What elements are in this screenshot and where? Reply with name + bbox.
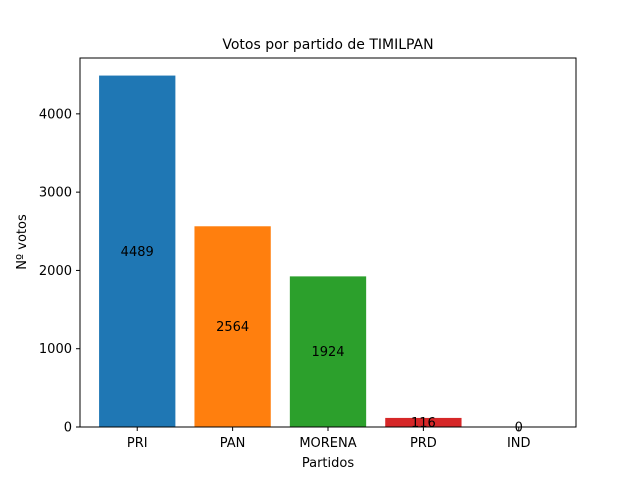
bar-pan	[194, 226, 271, 427]
x-tick-label-pri: PRI	[127, 436, 148, 451]
x-axis: PRI PAN MORENA PRD IND	[127, 427, 531, 451]
x-axis-label: Partidos	[302, 456, 354, 471]
y-tick-label-2000: 2000	[39, 264, 72, 279]
bar-pri	[99, 75, 176, 428]
value-label-pri: 4489	[121, 245, 154, 260]
y-tick-label-0: 0	[64, 421, 72, 436]
x-tick-label-prd: PRD	[410, 436, 437, 451]
bars-layer	[99, 75, 462, 428]
bar-prd	[385, 417, 462, 427]
y-tick-label-4000: 4000	[39, 107, 72, 122]
y-tick-label-3000: 3000	[39, 186, 72, 201]
x-tick-label-morena: MORENA	[299, 436, 356, 451]
y-tick-label-1000: 1000	[39, 342, 72, 357]
y-axis: 0 1000 2000 3000 4000	[39, 107, 80, 436]
x-tick-label-ind: IND	[507, 436, 531, 451]
y-axis-label: Nº votos	[15, 214, 30, 270]
value-label-pan: 2564	[216, 320, 249, 335]
value-label-morena: 1924	[311, 345, 344, 360]
x-tick-label-pan: PAN	[220, 436, 246, 451]
chart-title: Votos por partido de TIMILPAN	[222, 37, 433, 53]
bar-morena	[289, 276, 367, 427]
